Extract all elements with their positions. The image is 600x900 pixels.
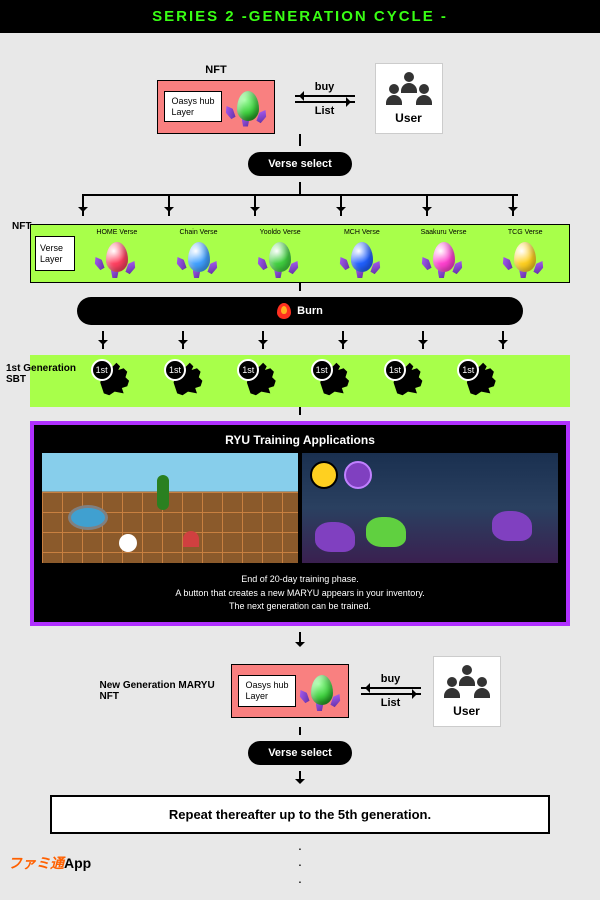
verse-layer-label: Verse Layer [35,236,75,272]
burn-pill: Burn [77,297,523,325]
training-title: RYU Training Applications [42,433,558,447]
verse-name: Saakuru Verse [404,229,484,236]
buy-list-arrows: buy List [295,81,355,117]
nft-block: NFT Oasys hub Layer [157,64,274,134]
connector [299,182,301,194]
arrow-right-icon [295,101,355,103]
user-box-2: User [433,656,501,727]
oasys-line1: Oasys hub [171,96,214,107]
verse-name: Yooldo Verse [240,229,320,236]
sbt-item: 1st [97,361,137,401]
verse-item: HOME Verse [77,229,157,278]
nft-side-label: NFT [12,221,31,232]
buy-list-arrows-2: buy List [361,673,421,709]
oasys-hub-box: Oasys hub Layer [157,80,274,134]
connector [299,134,301,146]
watermark-app: App [64,855,91,871]
verse-name: Chain Verse [159,229,239,236]
sbt-item: 1st [243,361,283,401]
watermark-jp: ファミ通 [8,855,64,871]
diagram-content: NFT Oasys hub Layer buy List [0,33,600,900]
connector [299,771,301,779]
verse-item: TCG Verse [485,229,565,278]
oasys-line2: Layer [171,107,214,118]
verse-select-pill: Verse select [248,152,352,176]
egg-icon [97,238,137,278]
egg-icon [302,671,342,711]
sbt-bar: 1st 1st 1st 1st 1st 1st [30,355,570,407]
egg-icon [228,87,268,127]
verse-item: Yooldo Verse [240,229,320,278]
verse-item: Saakuru Verse [404,229,484,278]
screenshot-2 [302,453,558,563]
sbt-side-label: 1st Generation SBT [6,363,76,385]
egg-icon [424,238,464,278]
verse-item: Chain Verse [159,229,239,278]
sbt-badge: 1st [164,359,186,381]
user-label: User [384,111,434,125]
arrow-right-icon [361,693,421,695]
screenshot-1 [42,453,298,563]
connector [299,632,301,642]
user-box: User [375,63,443,134]
new-gen-label: New Generation MARYU NFT [99,680,219,702]
training-text: End of 20-day training phase. A button t… [42,573,558,614]
oasys-label-2: Oasys hub Layer [238,675,295,707]
egg-icon [505,238,545,278]
fire-icon [277,303,291,319]
verse-item: MCH Verse [322,229,402,278]
ellipsis-icon: ··· [20,840,580,890]
verse-select-pill-2: Verse select [248,741,352,765]
connector [299,283,301,291]
list-label: List [315,105,335,117]
sbt-item: 1st [463,361,503,401]
connector [299,407,301,415]
watermark: ファミ通App [8,853,91,873]
repeat-box: Repeat thereafter up to the 5th generati… [50,795,550,834]
down-arrow-icon [295,642,305,652]
sbt-badge: 1st [384,359,406,381]
training-box: RYU Training Applications End of 20-day … [30,421,570,626]
sbt-badge: 1st [311,359,333,381]
oasys-hub-box-2: Oasys hub Layer [231,664,348,718]
nft-label: NFT [157,64,274,76]
egg-icon [342,238,382,278]
users-icon [384,72,434,107]
page-header: SERIES 2 -GENERATION CYCLE - [0,0,600,33]
down-arrow-icon [295,779,305,789]
sbt-item: 1st [317,361,357,401]
screenshots [42,453,558,563]
sbt-item: 1st [390,361,430,401]
fanout-arrows [40,194,560,224]
verse-name: TCG Verse [485,229,565,236]
fanout-arrows-2 [40,331,560,355]
new-gen-row: New Generation MARYU NFT Oasys hub Layer… [20,656,580,727]
sbt-item: 1st [170,361,210,401]
verse-name: HOME Verse [77,229,157,236]
sbt-badge: 1st [91,359,113,381]
top-row: NFT Oasys hub Layer buy List [20,63,580,134]
oasys-label: Oasys hub Layer [164,91,221,123]
egg-icon [179,238,219,278]
verse-layer-bar: Verse Layer HOME Verse Chain Verse Yoold… [30,224,570,283]
egg-icon [260,238,300,278]
connector [299,727,301,735]
verse-name: MCH Verse [322,229,402,236]
users-icon [442,665,492,700]
buy-label: buy [315,81,335,93]
